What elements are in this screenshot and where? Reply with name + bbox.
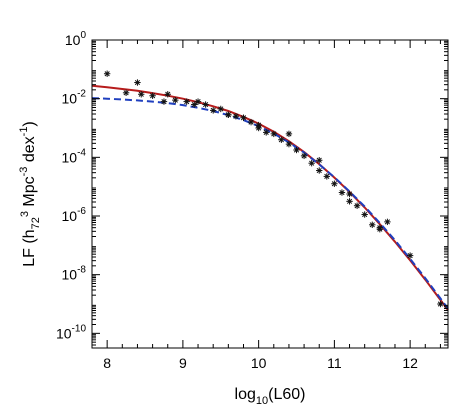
asterisk-data-point — [437, 300, 444, 308]
asterisk-data-point — [300, 152, 308, 160]
asterisk-data-point — [225, 111, 232, 118]
asterisk-data-point — [278, 136, 285, 143]
y-tick-label: 10-4 — [62, 147, 87, 165]
asterisk-data-point — [122, 89, 130, 96]
y-tick-label: 100 — [65, 30, 87, 48]
y-tick-label: 10-2 — [62, 89, 87, 107]
x-tick-label: 9 — [179, 355, 187, 371]
asterisk-data-point — [103, 70, 111, 77]
asterisk-data-point — [376, 226, 384, 233]
asterisk-data-point — [406, 252, 414, 259]
asterisk-data-point — [293, 146, 300, 154]
y-tick-label: 10-6 — [62, 206, 87, 224]
asterisk-data-point — [194, 98, 202, 105]
asterisk-data-point — [134, 79, 141, 86]
x-tick-label: 12 — [402, 355, 418, 371]
asterisk-data-point — [316, 157, 323, 164]
asterisk-data-point — [285, 130, 293, 138]
asterisk-data-point — [240, 114, 247, 121]
x-axis-label: log10(L60) — [235, 386, 306, 407]
asterisk-data-point — [255, 124, 262, 132]
asterisk-data-point — [138, 91, 145, 98]
asterisk-data-point — [149, 92, 156, 99]
y-axis-label: LF (h723 Mpc-3 dex-1) — [18, 121, 42, 267]
axes-layer: 8 9 10 11 12 100 10-2 10-4 10-6 10-8 10-10 — [56, 30, 448, 371]
asterisk-data-point — [308, 160, 315, 167]
x-tick-label: 8 — [103, 355, 111, 371]
asterisk-data-point — [361, 211, 368, 218]
asterisk-data-point — [247, 118, 255, 126]
asterisk-data-point — [209, 107, 217, 114]
asterisk-data-point — [183, 98, 190, 105]
y-tick-label: 10-8 — [62, 265, 87, 283]
dashed-model-curve — [91, 97, 449, 310]
asterisk-data-point — [346, 190, 353, 198]
asterisk-data-point — [353, 202, 361, 209]
asterisk-data-point — [331, 180, 338, 187]
asterisk-data-point — [323, 173, 331, 180]
asterisk-data-point — [232, 113, 240, 120]
asterisk-data-point — [346, 198, 353, 205]
asterisk-data-point — [369, 221, 376, 228]
markers-layer — [103, 70, 444, 308]
plot-frame — [91, 39, 449, 349]
asterisk-data-point — [285, 140, 293, 148]
y-tick-label: 10-10 — [56, 323, 86, 341]
asterisk-data-point — [172, 96, 179, 104]
asterisk-data-point — [263, 129, 270, 136]
x-tick-label: 10 — [251, 355, 267, 371]
asterisk-data-point — [217, 105, 224, 113]
asterisk-data-point — [164, 91, 171, 98]
asterisk-data-point — [384, 218, 391, 226]
asterisk-data-point — [202, 101, 209, 108]
asterisk-data-point — [270, 130, 277, 138]
asterisk-data-point — [338, 189, 346, 196]
asterisk-data-point — [160, 98, 168, 105]
asterisk-data-point — [316, 167, 323, 174]
x-tick-label: 11 — [327, 355, 342, 371]
asterisk-data-point — [191, 101, 198, 108]
